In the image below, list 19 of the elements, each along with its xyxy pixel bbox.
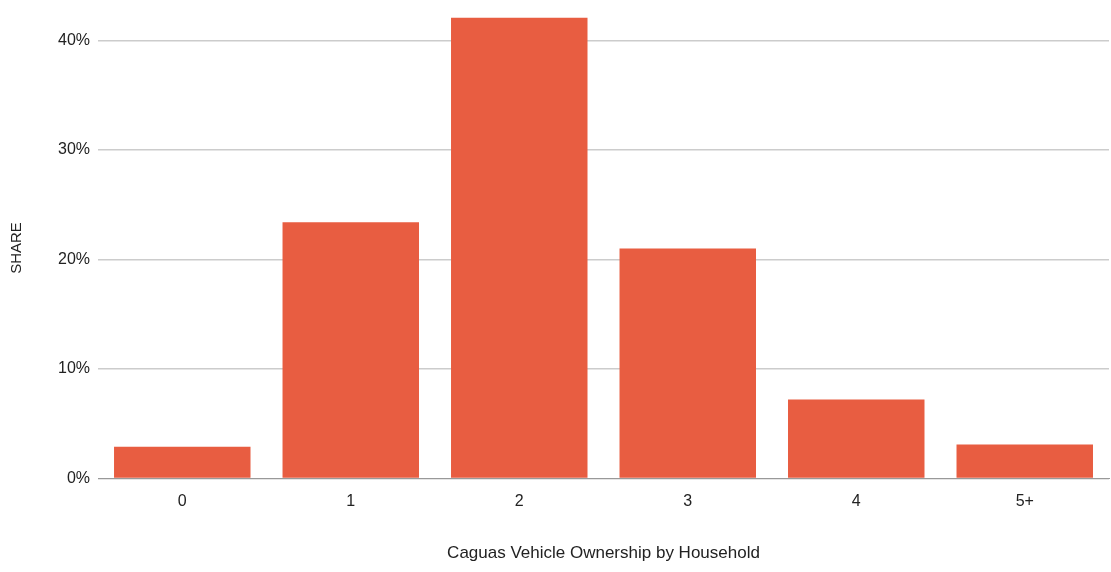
x-tick-label: 2 bbox=[514, 492, 524, 510]
bar bbox=[956, 444, 1093, 478]
y-tick-label: 30% bbox=[57, 140, 91, 158]
y-tick-label: 40% bbox=[57, 30, 91, 48]
y-tick-label: 20% bbox=[57, 249, 91, 267]
x-tick-label: 4 bbox=[851, 492, 861, 510]
y-tick-label: 10% bbox=[57, 359, 91, 377]
x-tick-label: 3 bbox=[683, 492, 693, 510]
y-axis-title: SHARE bbox=[7, 222, 25, 274]
bar bbox=[114, 446, 251, 478]
y-tick-label: 0% bbox=[66, 468, 91, 486]
bar bbox=[788, 399, 925, 478]
x-tick-label: 0 bbox=[177, 492, 187, 510]
bar bbox=[451, 17, 588, 478]
bar bbox=[619, 248, 756, 478]
x-tick-label: 1 bbox=[346, 492, 356, 510]
x-tick-label: 5+ bbox=[1015, 492, 1034, 510]
x-axis-title: Caguas Vehicle Ownership by Household bbox=[447, 543, 760, 563]
bar bbox=[282, 222, 420, 478]
